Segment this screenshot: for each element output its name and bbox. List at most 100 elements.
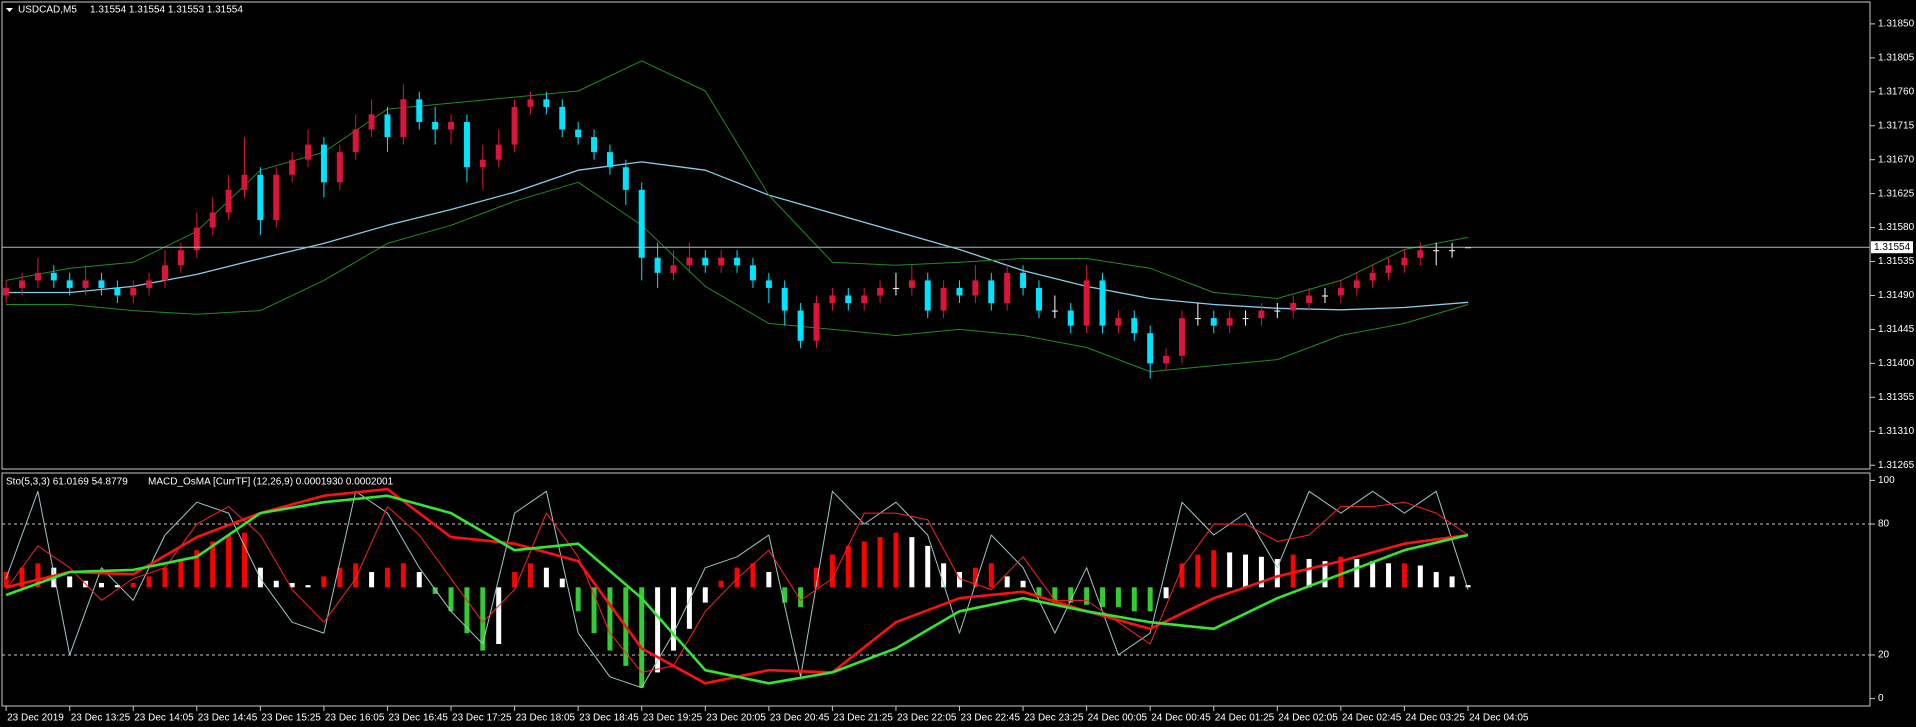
histogram-bar: [130, 582, 136, 588]
candle-body: [543, 99, 550, 107]
candle-body: [670, 265, 677, 273]
indicator-line: [6, 181, 1469, 373]
histogram-bar: [162, 567, 168, 588]
candle-body: [924, 280, 931, 311]
histogram-bar: [1179, 563, 1185, 588]
histogram-bar: [448, 587, 454, 612]
histogram-bar: [384, 567, 390, 588]
histogram-bar: [337, 567, 343, 588]
histogram-bar: [575, 587, 581, 612]
histogram-bar: [1227, 552, 1233, 588]
x-tick-label: 24 Dec 03:25: [1405, 713, 1465, 724]
candle-body: [718, 257, 725, 266]
histogram-bar: [702, 587, 708, 603]
histogram-bar: [210, 541, 216, 588]
candle-body: [829, 295, 836, 304]
histogram-bar: [543, 567, 549, 588]
histogram-bar: [114, 585, 120, 588]
candle-body: [908, 280, 915, 288]
x-tick-label: 23 Dec 15:25: [261, 713, 321, 724]
candle-body: [225, 189, 232, 213]
histogram-bar: [686, 587, 692, 629]
histogram-bar: [496, 587, 502, 645]
candle-body: [98, 280, 105, 288]
candle-body: [336, 152, 343, 183]
candle-body: [1051, 310, 1058, 312]
histogram-bar: [1322, 561, 1328, 588]
x-tick-label: 24 Dec 01:25: [1215, 713, 1275, 724]
candle-body: [1131, 318, 1138, 334]
histogram-bar: [226, 534, 232, 588]
candle-body: [1321, 295, 1328, 297]
histogram-bar: [1274, 558, 1280, 588]
histogram-bar: [734, 567, 740, 588]
candle-body: [273, 174, 280, 221]
candle-body: [956, 287, 963, 296]
y-tick-label: 1.31400: [1878, 358, 1915, 369]
candle-body: [177, 250, 184, 266]
x-tick-label: 23 Dec 18:45: [579, 713, 639, 724]
histogram-bar: [1211, 550, 1217, 588]
candle-body: [686, 257, 693, 266]
candle-body: [463, 121, 470, 168]
candle-body: [1099, 280, 1106, 326]
histogram-bar: [972, 567, 978, 588]
x-tick-label: 23 Dec 18:05: [516, 713, 576, 724]
y-tick-label: 1.31805: [1878, 52, 1915, 63]
candle-body: [1004, 272, 1011, 304]
histogram-bar: [607, 587, 613, 651]
ohlc-values: 1.31554 1.31554 1.31553 1.31554: [90, 5, 243, 16]
candle-body: [34, 272, 41, 281]
indicator-subtitle: MACD_OsMA [CurrTF] (12,26,9) 0.0001930 0…: [148, 477, 394, 488]
candle-body: [781, 287, 788, 311]
candle-body: [1433, 250, 1440, 252]
y-tick-label: 1.31355: [1878, 392, 1915, 403]
histogram-bar: [1195, 554, 1201, 588]
candle-body: [591, 137, 598, 153]
candle-body: [82, 280, 89, 288]
histogram-bar: [178, 558, 184, 588]
histogram-bar: [527, 563, 533, 588]
histogram-bar: [591, 587, 597, 634]
candle-body: [1274, 310, 1281, 312]
histogram-bar: [400, 563, 406, 588]
candle-body: [400, 99, 407, 138]
histogram-bar: [766, 572, 772, 588]
candle-body: [352, 129, 359, 153]
histogram-bar: [1433, 572, 1439, 588]
candle-body: [66, 280, 73, 288]
histogram-bar: [1052, 587, 1058, 603]
x-tick-label: 23 Dec 19:25: [643, 713, 703, 724]
candle-body: [50, 272, 57, 281]
candle-body: [1401, 257, 1408, 266]
indicator-line: [5, 494, 1469, 685]
y-tick-label: 1.31310: [1878, 426, 1915, 437]
candle-body: [638, 189, 645, 258]
histogram-bar: [1417, 565, 1423, 588]
candle-body: [1035, 287, 1042, 311]
histogram-bar: [877, 537, 883, 588]
histogram-bar: [1258, 556, 1264, 588]
candle-body: [1147, 333, 1154, 364]
candle-body: [606, 152, 613, 168]
candle-body: [1194, 318, 1201, 320]
candle-body: [305, 144, 312, 160]
candle-body: [209, 212, 216, 228]
y-tick-label: 1.31715: [1878, 120, 1915, 131]
histogram-bar: [480, 587, 486, 651]
histogram-bar: [416, 572, 422, 588]
candle-body: [940, 287, 947, 311]
histogram-bar: [845, 545, 851, 588]
candle-body: [734, 257, 741, 266]
histogram-bar: [1465, 585, 1471, 588]
candle-body: [448, 121, 455, 130]
histogram-bar: [671, 587, 677, 651]
symbol-title: USDCAD,M5: [18, 5, 77, 16]
menu-arrow[interactable]: [6, 8, 13, 12]
candle-body: [241, 174, 248, 190]
histogram-bar: [19, 567, 25, 588]
candle-body: [1353, 280, 1360, 288]
x-tick-label: 23 Dec 23:25: [1024, 713, 1084, 724]
histogram-bar: [1100, 587, 1106, 607]
